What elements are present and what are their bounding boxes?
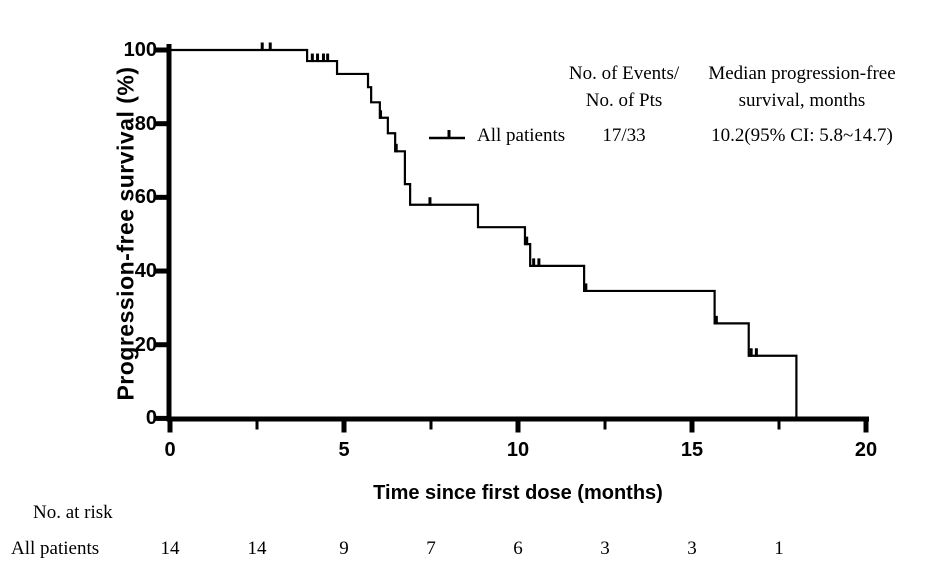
legend-median-header-line2: survival, months: [738, 90, 866, 111]
risk-value-month-12.5: 3: [600, 538, 610, 559]
y-tick-label-20: 20: [134, 333, 157, 356]
legend-entry-events-value: 17/33: [602, 125, 646, 146]
x-tick-label-15: 15: [680, 439, 704, 461]
x-axis-major-tick: [689, 421, 695, 433]
risk-value-month-2.5: 14: [247, 538, 267, 559]
y-axis-major-tick: [155, 47, 167, 53]
x-axis-minor-tick: [603, 421, 607, 430]
risk-value-month-0: 14: [160, 538, 180, 559]
risk-value-month-10: 6: [513, 538, 523, 559]
risk-table-header: No. at risk: [33, 502, 113, 523]
x-axis-line: [166, 416, 869, 422]
x-axis-title: Time since first dose (months): [373, 482, 663, 504]
y-axis-major-tick: [155, 415, 167, 421]
x-axis-minor-tick: [429, 421, 433, 430]
risk-table-row-label: All patients: [11, 538, 100, 559]
y-tick-label-0: 0: [145, 407, 157, 430]
km-curve-all-patients: [170, 48, 798, 419]
y-tick-label-60: 60: [134, 186, 157, 209]
x-axis-major-tick: [515, 421, 521, 433]
x-tick-label-20: 20: [854, 439, 878, 461]
x-axis-major-tick: [863, 421, 869, 433]
y-axis-major-tick: [155, 194, 167, 200]
legend-line-icon: [429, 130, 465, 140]
risk-value-month-17.5: 1: [774, 538, 784, 559]
x-tick-label-10: 10: [506, 439, 530, 461]
x-tick-label-0: 0: [164, 439, 176, 461]
x-axis-minor-tick: [255, 421, 259, 430]
x-axis-minor-tick: [777, 421, 781, 430]
legend-events-header-line1: No. of Events/: [568, 63, 680, 84]
risk-value-month-15: 3: [687, 538, 697, 559]
legend-entry-label: All patients: [477, 125, 566, 146]
risk-value-month-7.5: 7: [426, 538, 436, 559]
risk-value-month-5: 9: [339, 538, 349, 559]
y-axis-major-tick: [155, 268, 167, 274]
y-tick-label-40: 40: [134, 260, 157, 283]
y-axis-line: [166, 44, 172, 422]
y-axis-major-tick: [155, 342, 167, 348]
y-axis-major-tick: [155, 121, 167, 127]
legend-events-header-line2: No. of Pts: [585, 90, 663, 111]
x-axis-major-tick: [167, 421, 173, 433]
y-tick-label-100: 100: [123, 39, 157, 61]
legend-median-header: Median progression-free survival, months: [672, 60, 931, 114]
legend-median-header-line1: Median progression-free: [708, 63, 896, 84]
y-tick-label-80: 80: [134, 112, 157, 135]
x-tick-label-5: 5: [338, 439, 350, 461]
legend-entry-median-value: 10.2(95% CI: 5.8~14.7): [711, 125, 893, 146]
legend-events-header: No. of Events/ No. of Pts: [544, 60, 704, 114]
x-axis-major-tick: [341, 421, 347, 433]
y-axis-title: Progression-free survival (%): [112, 66, 139, 401]
